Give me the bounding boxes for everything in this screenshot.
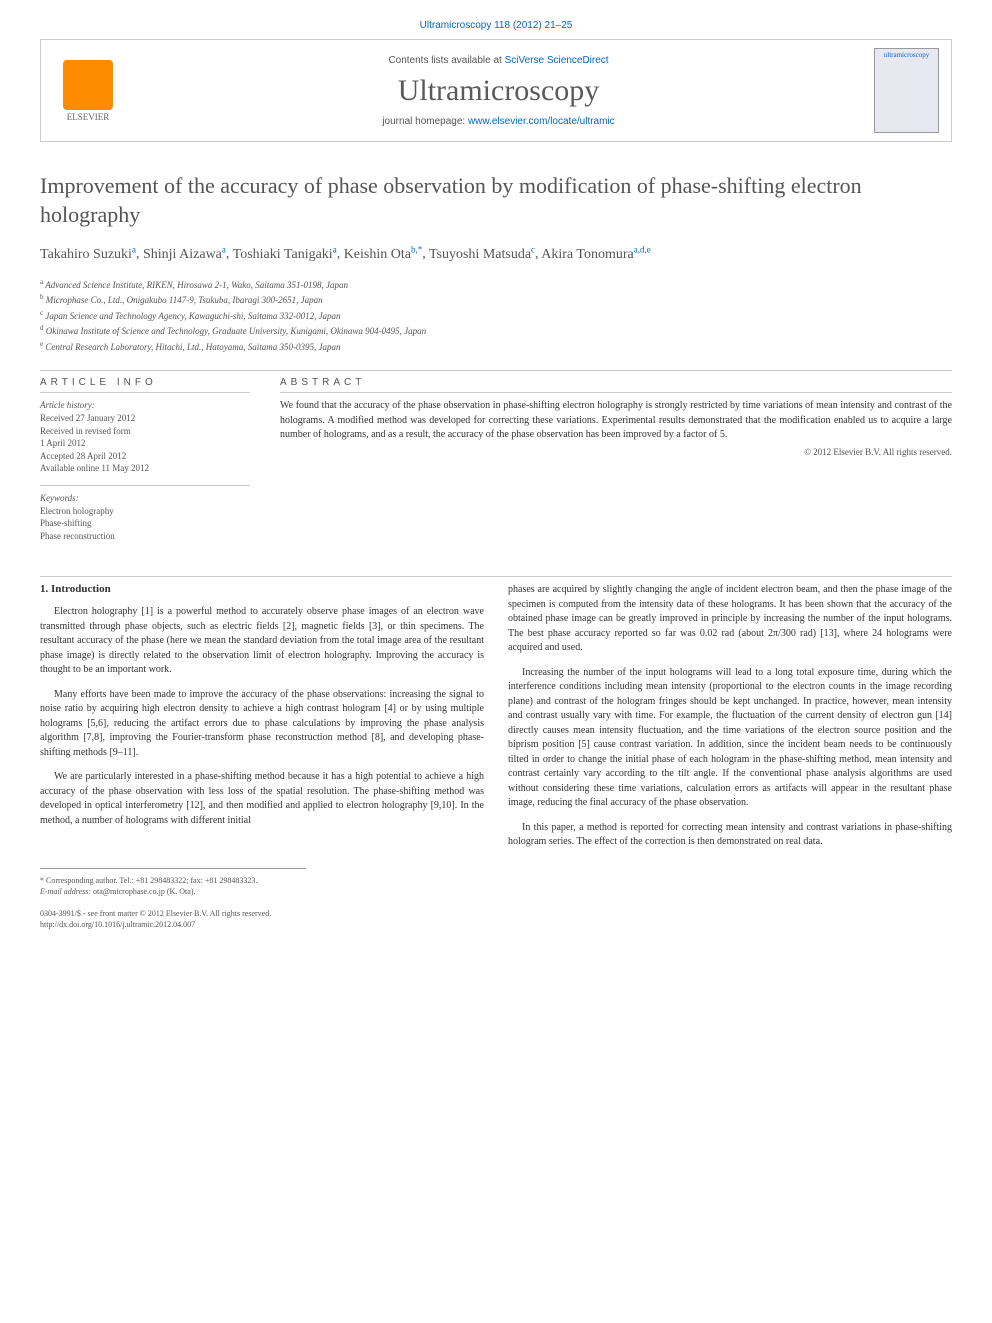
author: Keishin Otab,* (344, 247, 423, 262)
publisher-name: ELSEVIER (67, 112, 110, 122)
keyword: Phase-shifting (40, 517, 250, 530)
journal-header-middle: Contents lists available at SciVerse Sci… (135, 55, 862, 127)
author: Toshiaki Tanigakia (233, 247, 337, 262)
body-paragraph: In this paper, a method is reported for … (508, 821, 952, 850)
divider (40, 576, 952, 577)
homepage-label: journal homepage: (382, 116, 465, 127)
history-item: 1 April 2012 (40, 437, 250, 450)
article-body: 1. Introduction Electron holography [1] … (40, 583, 952, 930)
divider (40, 370, 952, 371)
body-paragraph: phases are acquired by slightly changing… (508, 583, 952, 656)
right-column: phases are acquired by slightly changing… (508, 583, 952, 930)
abstract-text: We found that the accuracy of the phase … (280, 392, 952, 443)
body-paragraph: We are particularly interested in a phas… (40, 770, 484, 828)
body-paragraph: Electron holography [1] is a powerful me… (40, 605, 484, 678)
article-history: Article history: Received 27 January 201… (40, 392, 250, 475)
abstract-copyright: © 2012 Elsevier B.V. All rights reserved… (280, 447, 952, 457)
elsevier-tree-icon (63, 60, 113, 110)
journal-header: ELSEVIER Contents lists available at Sci… (40, 39, 952, 142)
citation-line: Ultramicroscopy 118 (2012) 21–25 (40, 20, 952, 31)
contents-label: Contents lists available at (388, 55, 501, 66)
email-address[interactable]: ota@microphase.co.jp (K. Ota). (93, 887, 195, 896)
affiliation: c Japan Science and Technology Agency, K… (40, 308, 952, 324)
affiliations: a Advanced Science Institute, RIKEN, Hir… (40, 277, 952, 355)
left-column: 1. Introduction Electron holography [1] … (40, 583, 484, 930)
journal-title: Ultramicroscopy (135, 74, 862, 108)
article-info-heading: ARTICLE INFO (40, 377, 250, 388)
article-title: Improvement of the accuracy of phase obs… (40, 172, 952, 229)
history-item: Accepted 28 April 2012 (40, 450, 250, 463)
body-paragraph: Increasing the number of the input holog… (508, 666, 952, 811)
article-info-block: ARTICLE INFO Article history: Received 2… (40, 377, 250, 552)
journal-cover-thumbnail: ultramicroscopy (874, 48, 939, 133)
affiliation: a Advanced Science Institute, RIKEN, Hir… (40, 277, 952, 293)
keyword: Phase reconstruction (40, 530, 250, 543)
issn-line: 0304-3991/$ - see front matter © 2012 El… (40, 908, 484, 919)
author: Tsuyoshi Matsudac (429, 247, 535, 262)
homepage-line: journal homepage: www.elsevier.com/locat… (135, 116, 862, 127)
abstract-block: ABSTRACT We found that the accuracy of t… (280, 377, 952, 552)
scidirect-link[interactable]: SciVerse ScienceDirect (505, 55, 609, 66)
section-heading: 1. Introduction (40, 583, 484, 595)
corresponding-author-note: * Corresponding author. Tel.: +81 298483… (40, 875, 306, 886)
footnote-block: * Corresponding author. Tel.: +81 298483… (40, 868, 306, 897)
author: Akira Tonomuraa,d,e (541, 247, 650, 262)
affiliation: b Microphase Co., Ltd., Onigakubo 1147-9… (40, 292, 952, 308)
publisher-logo: ELSEVIER (53, 60, 123, 122)
affiliation: d Okinawa Institute of Science and Techn… (40, 323, 952, 339)
email-line: E-mail address: ota@microphase.co.jp (K.… (40, 886, 306, 897)
history-item: Received in revised form (40, 425, 250, 438)
homepage-link[interactable]: www.elsevier.com/locate/ultramic (468, 116, 615, 127)
contents-available-line: Contents lists available at SciVerse Sci… (135, 55, 862, 66)
keywords-label: Keywords: (40, 492, 250, 505)
doi-line[interactable]: http://dx.doi.org/10.1016/j.ultramic.201… (40, 919, 484, 930)
footer-meta: 0304-3991/$ - see front matter © 2012 El… (40, 908, 484, 930)
history-item: Received 27 January 2012 (40, 412, 250, 425)
keyword: Electron holography (40, 505, 250, 518)
body-paragraph: Many efforts have been made to improve t… (40, 688, 484, 761)
history-label: Article history: (40, 399, 250, 412)
abstract-heading: ABSTRACT (280, 377, 952, 388)
keywords-block: Keywords: Electron holography Phase-shif… (40, 485, 250, 542)
author: Takahiro Suzukia (40, 247, 136, 262)
history-item: Available online 11 May 2012 (40, 462, 250, 475)
author: Shinji Aizawaa (143, 247, 226, 262)
authors-list: Takahiro Suzukia, Shinji Aizawaa, Toshia… (40, 243, 952, 265)
email-label: E-mail address: (40, 887, 91, 896)
info-abstract-row: ARTICLE INFO Article history: Received 2… (40, 377, 952, 552)
affiliation: e Central Research Laboratory, Hitachi, … (40, 339, 952, 355)
